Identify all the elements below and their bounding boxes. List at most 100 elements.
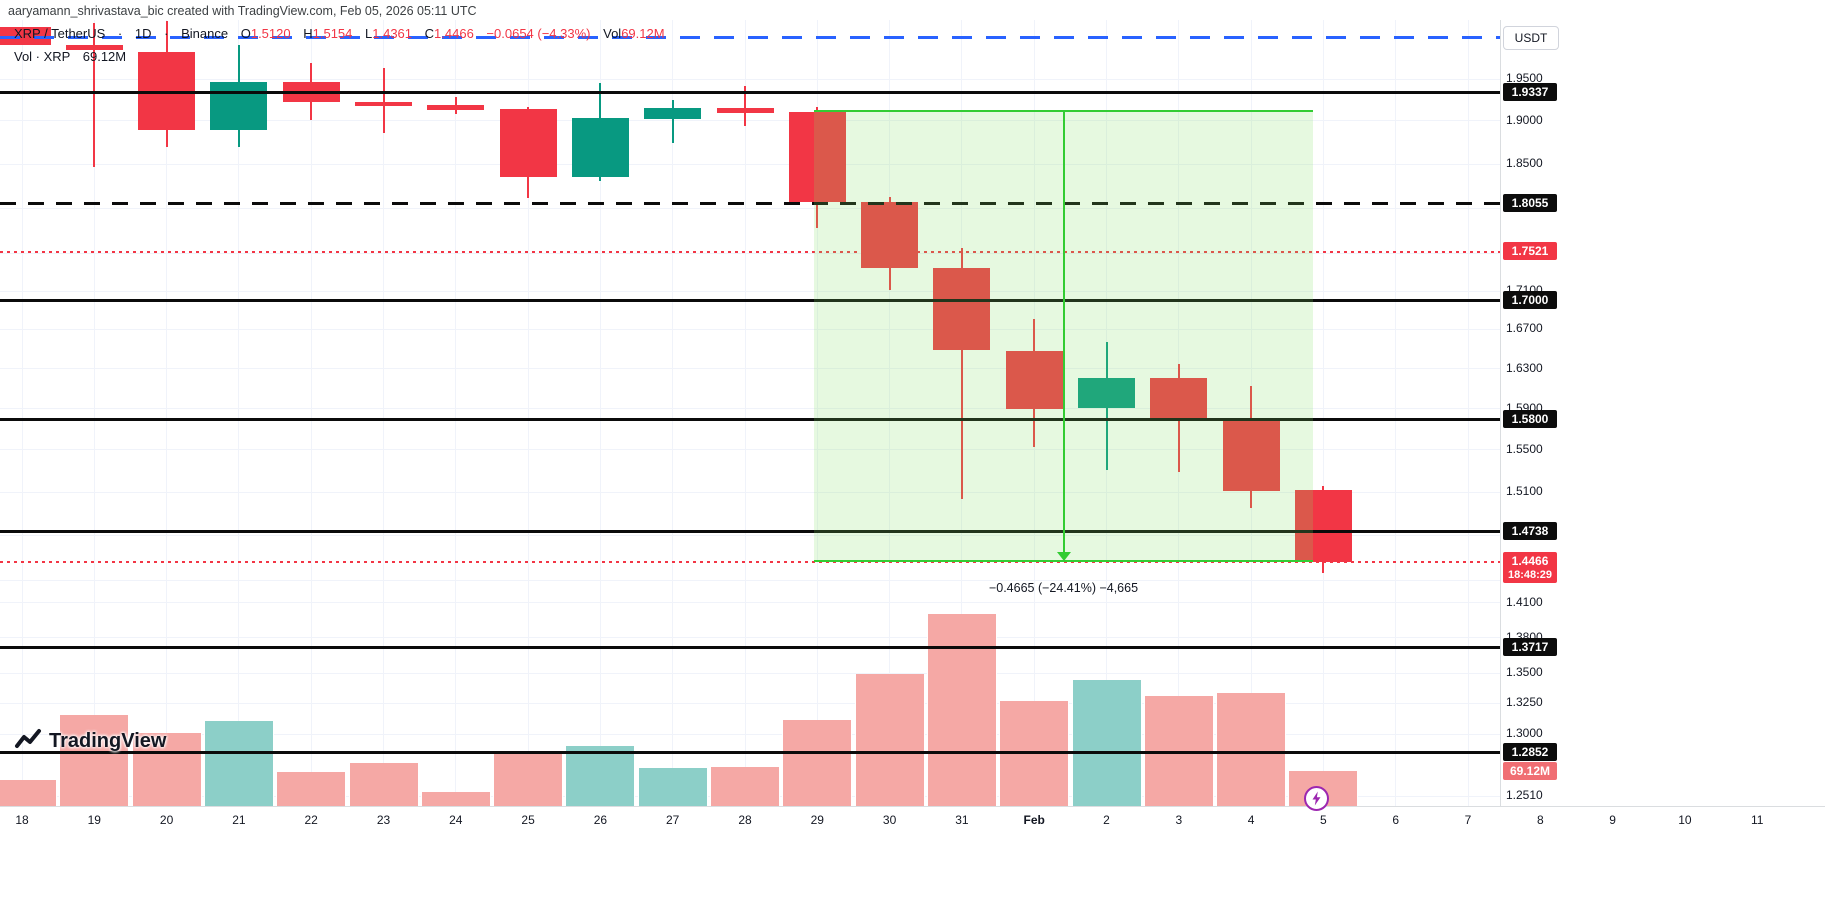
time-tick-label: 21	[232, 813, 246, 827]
volume-label: Vol	[603, 26, 622, 41]
time-tick-label: 9	[1609, 813, 1616, 827]
price-badge-dark: 1.8055	[1503, 193, 1557, 212]
vertical-gridline	[889, 20, 891, 806]
time-tick-label: 18	[15, 813, 29, 827]
candle-wick	[744, 85, 746, 126]
legend-separator: ·	[164, 26, 169, 41]
candle-body	[644, 108, 702, 120]
volume-bar	[854, 673, 925, 806]
close-label: C	[424, 26, 435, 41]
candle-wick	[960, 247, 963, 500]
candle-body	[1150, 378, 1208, 420]
price-tick-label: 1.5100	[1506, 484, 1543, 499]
interval-label[interactable]: 1D	[134, 26, 152, 41]
chart-plot-area[interactable]: −0.4665 (−24.41%) −4,665	[0, 0, 1500, 806]
exchange-label: Binance	[181, 26, 229, 41]
tradingview-logo-icon	[15, 729, 41, 748]
legend-separator: ·	[117, 26, 123, 41]
horizontal-gridline	[0, 253, 1500, 255]
time-tick-label: 22	[304, 813, 318, 827]
time-tick-label: 27	[666, 813, 680, 827]
volume-bar	[1071, 679, 1142, 806]
symbol-title[interactable]: XRP / TetherUS	[14, 26, 106, 41]
time-tick-label: 28	[738, 813, 752, 827]
horizontal-gridline	[0, 579, 1500, 581]
volume-bar	[131, 733, 202, 806]
candle-body	[499, 109, 557, 177]
price-tick-label: 1.9500	[1506, 71, 1543, 85]
price-badge-dark: 1.7000	[1503, 291, 1557, 310]
currency-toggle-button[interactable]: USDT	[1503, 26, 1559, 50]
horizontal-gridline	[0, 672, 1500, 674]
symbol-legend[interactable]: XRP / TetherUS · 1D · Binance O1.5120 H1…	[14, 26, 665, 41]
measure-arrow-icon	[1056, 551, 1071, 561]
candle-body	[933, 267, 991, 351]
volume-bar	[276, 772, 347, 806]
time-tick-label: 24	[449, 813, 463, 827]
volume-bar	[926, 613, 997, 806]
volume-badge: 69.12M	[1503, 761, 1557, 780]
change-value: −0.0654 (−4.33%)	[486, 26, 591, 41]
volume-bar	[59, 714, 130, 806]
price-axis[interactable]: 1.95001.90001.85001.71001.67001.63001.59…	[1500, 0, 1620, 806]
time-tick-label: 2	[1103, 813, 1110, 827]
horizontal-gridline	[0, 368, 1500, 370]
price-level-line	[0, 645, 1500, 649]
price-level-line	[0, 751, 1500, 755]
time-tick-label: 10	[1678, 813, 1692, 827]
volume-bar	[348, 762, 419, 806]
time-tick-label: 26	[593, 813, 608, 827]
low-value: 1.4361	[372, 26, 413, 41]
volume-study-legend[interactable]: Vol · XRP 69.12M	[14, 49, 126, 64]
candle-wick	[382, 67, 385, 133]
countdown-timer: 18:48:29	[1508, 568, 1553, 581]
candle-body	[1294, 490, 1352, 562]
price-level-line	[0, 35, 1500, 39]
volume-bar	[1216, 692, 1287, 806]
horizontal-gridline	[0, 290, 1500, 292]
time-tick-label: 7	[1464, 813, 1472, 827]
price-badge-red: 1.7521	[1503, 242, 1557, 261]
price-tick-label: 1.6700	[1506, 321, 1543, 336]
vertical-gridline	[1322, 20, 1324, 806]
candle-body	[1005, 351, 1063, 410]
time-tick-label: 4	[1247, 813, 1255, 827]
vertical-gridline	[93, 20, 95, 806]
price-tick-label: 1.9000	[1506, 112, 1543, 127]
vertical-gridline	[238, 20, 240, 806]
price-badge-dark: 1.4738	[1503, 521, 1557, 540]
time-axis[interactable]: 18 19 20 21 22 23 24 25 26 27 28 29 30 31 Feb 2 3 4 5 6 7 8 9 1…	[0, 806, 1825, 841]
lightning-icon[interactable]	[1303, 785, 1330, 817]
vertical-gridline	[599, 20, 601, 806]
price-tick-label: 1.6300	[1506, 360, 1543, 375]
volume-bar	[782, 720, 853, 806]
vertical-gridline	[455, 20, 457, 806]
tradingview-logo[interactable]: TradingView	[14, 727, 166, 755]
price-badge-red: 1.4466 18:48:29	[1503, 551, 1558, 583]
time-tick-label: 5	[1320, 813, 1327, 827]
price-axis-border	[1500, 20, 1501, 806]
time-tick-label: 30	[882, 813, 897, 827]
volume-bar	[565, 746, 636, 806]
horizontal-gridline	[0, 207, 1500, 209]
vertical-gridline	[527, 20, 529, 806]
price-badge-dark: 1.9337	[1503, 83, 1557, 102]
price-level-line	[0, 560, 1500, 563]
horizontal-gridline	[0, 602, 1500, 604]
candle-body	[1078, 378, 1135, 409]
time-tick-label: Feb	[1023, 813, 1045, 827]
price-level-line	[0, 417, 1500, 421]
volume-bar	[203, 721, 274, 806]
horizontal-gridline	[0, 733, 1500, 735]
candle-body	[1222, 421, 1280, 491]
candle-body	[355, 102, 412, 107]
time-tick-label: 6	[1392, 813, 1400, 827]
measure-vline	[1062, 109, 1065, 554]
horizontal-gridline	[0, 449, 1500, 451]
price-level-line	[0, 529, 1500, 533]
price-tick-label: 1.2510	[1506, 788, 1543, 803]
measure-label: −0.4665 (−24.41%) −4,665	[988, 580, 1139, 595]
candle-wick	[93, 22, 96, 167]
vertical-gridline	[166, 20, 168, 806]
